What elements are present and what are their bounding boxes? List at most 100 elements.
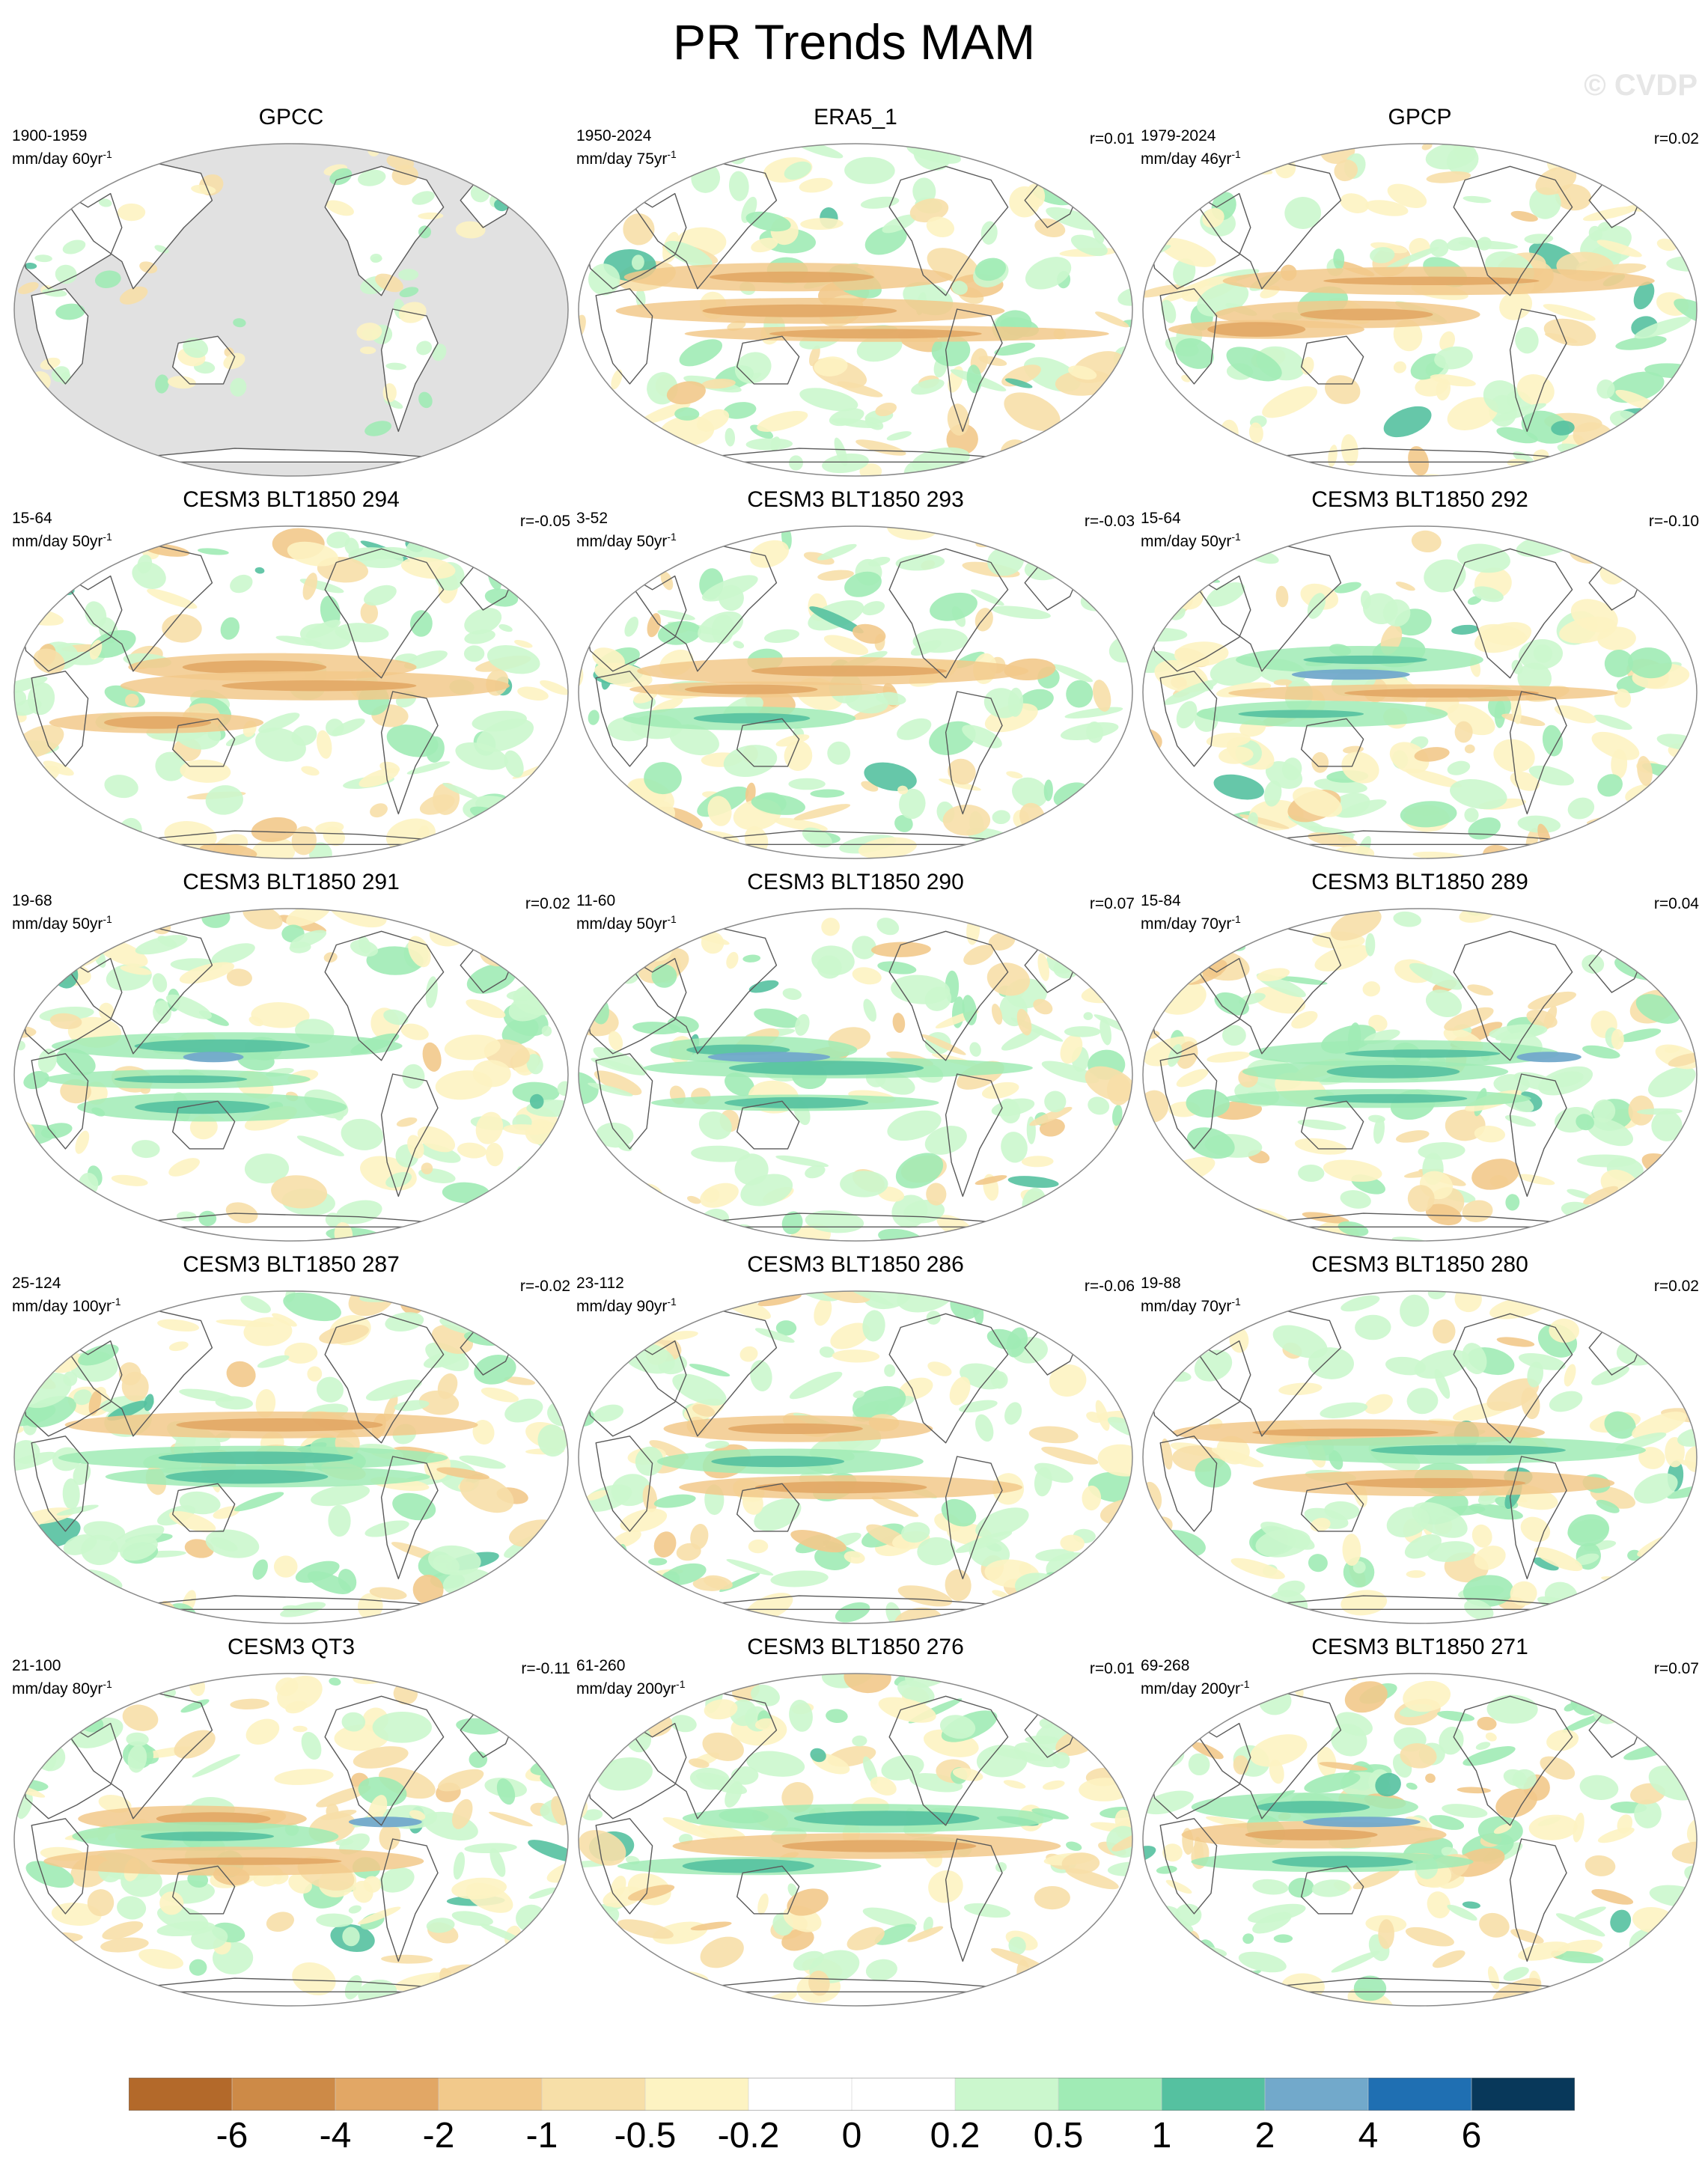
dry-trend-patch: [25, 1308, 83, 1342]
coastline: [380, 1456, 439, 1580]
panel-period: 11-60: [576, 892, 616, 909]
dry-trend-patch: [1302, 1212, 1349, 1224]
dry-trend-patch: [1094, 795, 1129, 818]
wet-trend-patch: [1176, 701, 1198, 729]
wet-trend-patch: [476, 719, 534, 752]
dry-trend-patch: [852, 967, 882, 985]
wet-band-core: [114, 1075, 248, 1084]
dry-trend-patch: [1146, 1317, 1181, 1346]
wet-trend-patch: [1486, 1694, 1538, 1724]
dry-trend-patch: [1323, 1159, 1382, 1182]
dry-trend-patch: [696, 409, 730, 432]
dry-trend-patch: [1273, 679, 1293, 686]
wet-band-core: [1326, 1064, 1460, 1079]
panel-units: mm/day 60yr-1: [12, 145, 112, 168]
dry-trend-patch: [1638, 831, 1692, 853]
wet-trend-patch: [341, 1712, 366, 1732]
dry-trend-patch: [594, 1070, 642, 1096]
dry-trend-patch: [1143, 1299, 1153, 1307]
wet-trend-patch: [1143, 840, 1162, 858]
wet-trend-patch: [1404, 1534, 1442, 1559]
panel-period: 1979-2024: [1141, 127, 1216, 144]
coastline: [1509, 691, 1567, 815]
wet-trend-patch: [1241, 1995, 1257, 2006]
wet-trend-patch: [897, 718, 932, 740]
wet-trend-patch: [579, 817, 599, 846]
dry-trend-patch: [1393, 361, 1406, 373]
pattern-correlation: r=-0.02: [519, 1278, 570, 1295]
dry-trend-patch: [451, 1799, 473, 1829]
dry-trend-patch: [1571, 526, 1599, 534]
dry-trend-patch: [1067, 365, 1097, 380]
dry-trend-patch: [89, 640, 103, 660]
dry-trend-patch: [1546, 526, 1604, 533]
wet-trend-patch: [1166, 1327, 1178, 1349]
wet-band-core: [711, 1456, 845, 1468]
colorbar-swatch: [438, 2078, 543, 2111]
wet-band-core: [1370, 1445, 1566, 1456]
wet-trend-patch: [614, 1590, 636, 1613]
units-exponent: -1: [1231, 148, 1241, 160]
coastline: [651, 1595, 1060, 1610]
dry-trend-patch: [1668, 1053, 1697, 1067]
wet-trend-patch: [189, 1959, 207, 1976]
dry-trend-patch: [168, 1158, 200, 1177]
wet-trend-patch: [498, 1979, 511, 2003]
wet-trend-patch: [14, 1739, 24, 1765]
dry-trend-patch: [1493, 1823, 1513, 1834]
wet-trend-patch: [234, 1492, 284, 1512]
map-panel: CESM3 BLT1850 294 15-64 mm/day 50yr-1 r=-0.…: [9, 487, 573, 861]
dry-trend-patch: [1344, 1681, 1388, 1713]
dry-trend-patch: [1041, 1596, 1094, 1623]
wet-trend-patch: [1174, 1593, 1204, 1605]
dry-trend-patch: [1165, 1879, 1192, 1894]
precip-trend-map: [578, 1290, 1133, 1624]
wet-trend-patch: [822, 453, 869, 474]
wet-trend-patch: [1472, 586, 1504, 603]
wet-trend-patch: [588, 710, 600, 725]
dry-trend-patch: [1362, 981, 1381, 997]
wet-trend-patch: [1143, 1563, 1156, 1580]
wet-trend-patch: [1001, 1028, 1044, 1051]
wet-trend-patch: [1272, 1325, 1328, 1358]
dry-trend-patch: [316, 1785, 371, 1808]
dry-trend-patch: [70, 818, 85, 832]
map-border: [578, 1673, 1133, 2007]
wet-trend-patch: [370, 253, 382, 263]
wet-trend-patch: [1412, 1502, 1468, 1538]
dry-band-core: [782, 1840, 977, 1852]
wet-trend-patch: [1579, 1775, 1619, 1800]
wet-trend-patch: [631, 254, 644, 270]
wet-trend-patch: [155, 751, 186, 781]
panel-period: 61-260: [576, 1657, 626, 1674]
panel-title: CESM3 BLT1850 293: [747, 487, 964, 512]
dry-trend-patch: [43, 760, 74, 776]
wet-trend-patch: [1645, 1620, 1663, 1623]
panel-units: mm/day 80yr-1: [12, 1675, 112, 1698]
colorbar-tick-label: -0.5: [614, 2116, 677, 2156]
wet-trend-patch: [1648, 1067, 1696, 1098]
wet-trend-patch: [878, 1228, 923, 1241]
dry-trend-patch: [1675, 1459, 1697, 1474]
wet-trend-patch: [1084, 1680, 1102, 1696]
dry-trend-patch: [611, 369, 623, 390]
dry-trend-patch: [1686, 1817, 1697, 1846]
wet-trend-patch: [1143, 210, 1163, 228]
wet-trend-patch: [1570, 144, 1626, 174]
dry-trend-patch: [118, 1362, 141, 1385]
dry-trend-patch: [251, 817, 297, 842]
dry-trend-patch: [1294, 1138, 1347, 1155]
wet-trend-patch: [829, 408, 864, 427]
dry-trend-patch: [1028, 1426, 1079, 1444]
dry-trend-patch: [1671, 1841, 1697, 1864]
dry-trend-patch: [608, 1031, 623, 1051]
colorbar-swatch: [1471, 2078, 1575, 2111]
dry-trend-patch: [579, 1684, 606, 1704]
dry-band-core: [728, 1423, 863, 1434]
dry-band-core: [684, 684, 818, 695]
dry-trend-patch: [1496, 1337, 1535, 1347]
map-panel: ERA5_1 1950-2024 mm/day 75yr-1 r=0.01: [573, 105, 1138, 479]
dry-trend-patch: [1493, 739, 1535, 772]
wet-trend-patch: [754, 1498, 802, 1531]
wet-trend-patch: [1434, 346, 1473, 370]
